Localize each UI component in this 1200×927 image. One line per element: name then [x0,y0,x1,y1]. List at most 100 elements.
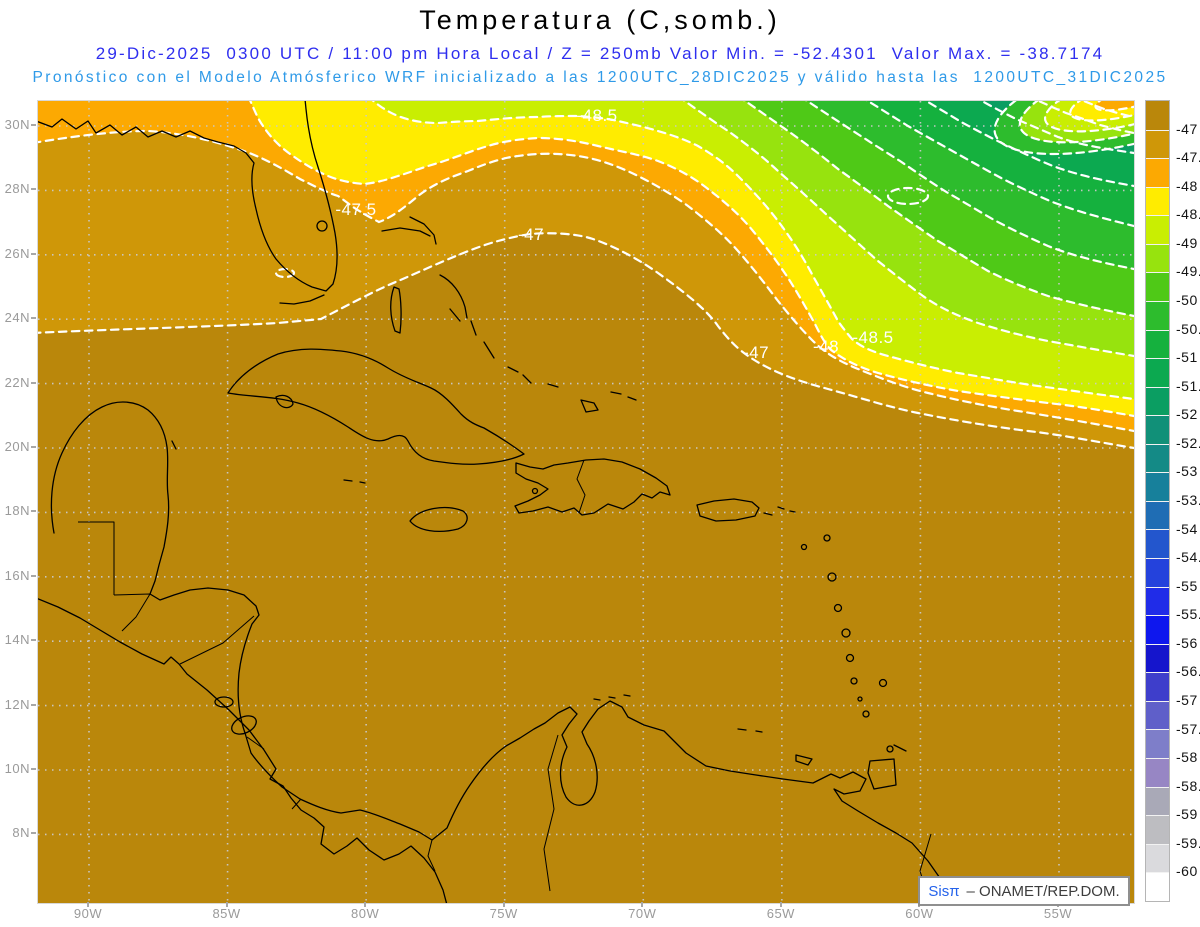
colorbar-tick-label: -47.5 [1176,149,1200,166]
contour-label: -47.5 [335,200,376,219]
colorbar-segment [1146,529,1169,558]
colorbar-segment [1146,129,1169,159]
temperature-contour [805,101,1134,271]
temperature-contour [1036,101,1134,135]
lat-tick-label: 12N [4,696,30,712]
coastline-bahamas [381,216,637,413]
lon-tick [87,902,89,907]
lake-managua [214,696,234,708]
colorbar-tick-label: -56.5 [1176,663,1200,680]
colorbar-tick-label: -55.5 [1176,606,1200,623]
cayman-islands [343,479,366,484]
colorbar-tick-label: -47 [1176,120,1198,137]
colorbar-segment [1146,443,1169,473]
lon-tick-label: 75W [489,906,518,921]
colorbar-segment [1146,729,1169,758]
colorbar-segment [1146,272,1169,301]
colorbar-tick-label: -58 [1176,749,1198,766]
lat-tick-label: 28N [4,181,30,197]
lon-tick [502,902,505,907]
colorbar-tick-label: -53 [1176,463,1198,480]
coastline-layer [38,101,953,903]
colorbar-segment [1146,300,1169,330]
colorbar-tick-label: -59 [1176,806,1198,823]
colorbar [1145,100,1170,902]
colorbar-tick-label: -59.5 [1176,834,1200,851]
lon-tick [779,902,782,907]
lon-tick-label: 90W [73,906,103,921]
temperature-fill-layer [38,101,1134,903]
branding-box: Sisπ – ONAMET/REP.DOM. [918,876,1130,906]
temperature-contour-closed [886,186,930,206]
temperature-contour [38,129,1134,433]
contour-line-layer [38,101,1134,450]
temperature-contour [1081,101,1134,119]
temperature-contour [743,101,1134,318]
lon-tick-label: 55W [1043,906,1073,921]
lat-tick-label: 22N [4,374,30,390]
lat-tick-label: 16N [4,567,30,583]
lon-tick [364,902,367,907]
colorbar-segment [1146,186,1169,216]
coastline-jamaica [409,507,468,532]
coastline-puerto-rico [696,498,796,522]
coastline-florida-keys [279,294,325,305]
colorbar-tick-label: -57.5 [1176,720,1200,737]
colorbar-tick-label: -56 [1176,634,1198,651]
colorbar-segment [1146,329,1169,359]
colorbar-tick-label: -51 [1176,349,1198,366]
lat-tick-label: 30N [4,117,30,132]
colorbar-tick-label: -55 [1176,577,1198,594]
lesser-antilles [800,534,894,753]
colorbar-segment [1146,158,1169,187]
colorbar-segment [1146,615,1169,644]
lon-tick-label: 85W [212,906,241,921]
colorbar-segment [1146,843,1169,873]
contour-label: -47 [743,343,769,362]
temperature-contour [1043,101,1134,133]
lon-tick [641,902,644,907]
temperature-contour [371,101,1134,401]
temperature-contour [682,101,1134,358]
lat-tick [31,639,36,642]
coastline-cuba [227,348,525,465]
lat-tick-label: 14N [4,632,30,648]
colorbar-segment [1146,472,1169,501]
colorbar-segment [1146,358,1169,387]
lon-tick-label: 65W [766,906,795,921]
colorbar-segment [1146,386,1169,416]
temperature-contour [249,101,1134,418]
lon-tick-label: 70W [628,906,657,921]
colorbar-segment [1146,672,1169,701]
page-title: Temperatura (C,somb.) [419,5,781,35]
colorbar-segment [1146,586,1169,616]
lat-tick [31,381,36,384]
colorbar-tick-label: -48.5 [1176,206,1200,223]
venezuela-offshore-islands [593,694,813,766]
lat-tick [31,703,36,706]
colorbar-tick-label: -53.5 [1176,492,1200,508]
lat-tick-label: 8N [12,825,30,841]
colorbar-tick-label: -52 [1176,406,1198,423]
contour-label: -48.5 [576,106,617,125]
lat-tick [31,510,36,513]
colorbar-segment [1146,243,1169,273]
colorbar-segment [1146,558,1169,587]
colorbar-tick-label: -48 [1176,177,1198,194]
colorbar-tick-label: -57 [1176,692,1198,708]
coastline-trinidad [867,744,907,790]
colorbar-tick-label: -54.5 [1176,549,1200,566]
lon-tick-label: 60W [905,906,934,921]
brand-text: Sisπ [928,882,960,900]
lat-tick-label: 10N [4,761,30,776]
coastline-cozumel [171,440,177,450]
temperature-contour [865,101,1134,228]
lon-tick-label: 80W [351,906,380,921]
coastline-central-america [50,401,953,902]
colorbar-segment [1146,757,1169,787]
colorbar-tick-label: -52.5 [1176,434,1200,451]
colorbar-segment [1146,215,1169,244]
lake-okeechobee [316,220,328,232]
lat-tick-label: 20N [4,439,30,454]
isla-juventud [275,394,294,409]
